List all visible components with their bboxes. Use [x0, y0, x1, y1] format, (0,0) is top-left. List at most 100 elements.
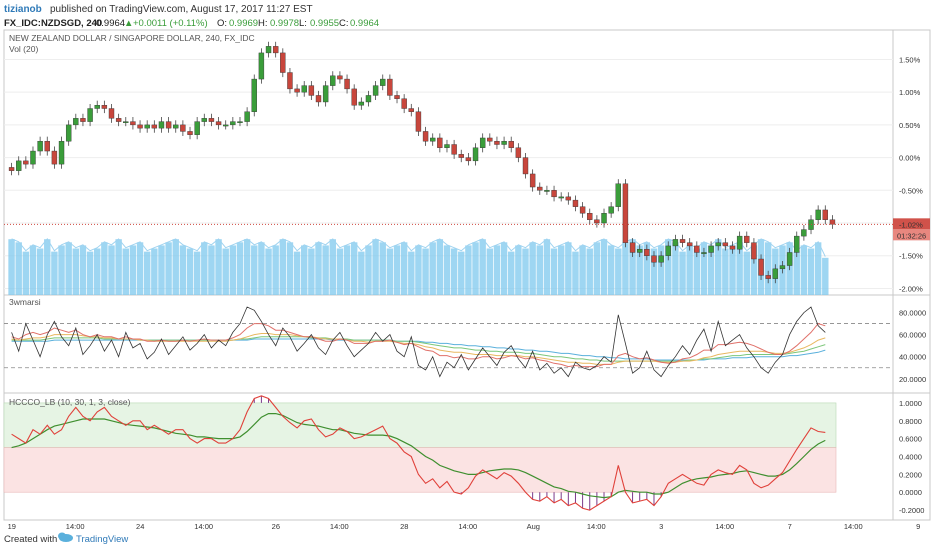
candle-body: [301, 85, 307, 93]
candle-body: [615, 183, 621, 207]
candle-body: [215, 121, 222, 126]
candle-body: [672, 239, 679, 247]
volume-bar: [615, 248, 622, 295]
rsi-pane[interactable]: 80.0000 60.0000 40.0000 20.0000: [4, 306, 926, 384]
close-label: C:: [339, 18, 349, 29]
candle-body: [23, 160, 29, 165]
price-pane[interactable]: 1.50%1.00%0.50%0.00%-0.50%-1.00%-1.50%-2…: [4, 41, 930, 295]
price-tick-label: 1.50%: [899, 55, 921, 64]
candle-body: [451, 144, 457, 155]
volume-bar: [800, 245, 808, 295]
volume-bar: [593, 242, 601, 295]
candle-body: [694, 245, 700, 253]
volume-bar: [479, 239, 486, 295]
volume-bar: [408, 251, 415, 295]
volume-bar: [279, 239, 287, 295]
candle-body: [415, 111, 422, 132]
hccco-tick-label: 0.6000: [899, 435, 922, 444]
volume-bar: [579, 245, 586, 295]
candle-body: [544, 190, 550, 192]
price-pane-title: NEW ZEALAND DOLLAR / SINGAPORE DOLLAR, 2…: [9, 33, 255, 43]
volume-bar: [258, 242, 265, 295]
candle-body: [779, 265, 786, 270]
last-price: 0.9964: [96, 18, 125, 29]
candle-body: [736, 235, 743, 250]
candle-body: [315, 95, 322, 103]
candle-body: [579, 206, 586, 214]
volume-bar: [693, 248, 701, 295]
volume-bar: [814, 242, 822, 295]
time-tick-label: 14:00: [587, 522, 606, 531]
candle-body: [551, 190, 557, 198]
candle-body: [394, 95, 400, 99]
volume-bar: [179, 245, 187, 295]
rsi-line: [11, 306, 826, 378]
candle-body: [322, 85, 329, 103]
volume-bar: [272, 245, 279, 295]
candle-body: [194, 121, 200, 135]
change-value: +0.0011 (+0.11%): [133, 18, 208, 29]
volume-bar: [215, 239, 222, 295]
volume-bar: [208, 245, 215, 295]
volume-bar: [458, 251, 465, 295]
time-tick-label: 14:00: [194, 522, 213, 531]
price-tick-label: -2.00%: [899, 284, 923, 293]
hccco-pane[interactable]: 1.0000 0.8000 0.6000 0.4000 0.2000 0.0000 -0.2…: [3, 395, 924, 515]
candle-body: [708, 245, 714, 253]
time-tick-label: 14:00: [844, 522, 863, 531]
low-label: L:: [299, 18, 307, 29]
time-tick-label: 14:00: [458, 522, 477, 531]
volume-bar: [472, 242, 479, 295]
volume-bar: [201, 242, 208, 295]
candle-body: [515, 147, 522, 158]
time-axis[interactable]: 19 14:00 24 14:00 26 14:00 28 14:00 Aug 14:00 3 14:…: [8, 522, 932, 531]
time-tick-label: 9: [916, 522, 920, 531]
footer-created-with: Created with: [4, 534, 57, 545]
volume-bar: [22, 251, 30, 295]
volume-bar: [29, 245, 37, 295]
candle-body: [80, 118, 86, 122]
candle-body: [244, 111, 250, 122]
volume-bar: [650, 248, 658, 295]
price-tick-label: 0.00%: [899, 154, 921, 163]
candle-body: [258, 52, 265, 80]
candle-body: [265, 46, 272, 54]
open-label: O:: [217, 18, 227, 29]
candle-body: [622, 183, 629, 243]
volume-bar: [15, 242, 22, 295]
volume-bar: [222, 248, 229, 295]
volume-bar: [94, 248, 101, 295]
header-published: published on TradingView.com, August 17,…: [50, 4, 313, 15]
volume-bar: [607, 245, 615, 295]
candle-body: [230, 121, 236, 126]
time-tick-label: 24: [136, 522, 144, 531]
footer-brand[interactable]: TradingView: [76, 534, 128, 545]
candle-body: [508, 141, 514, 148]
header-user[interactable]: tizianob: [4, 4, 42, 15]
tradingview-cloud-icon: [58, 532, 73, 542]
close-value: 0.9964: [350, 18, 379, 29]
candle-body: [558, 196, 564, 199]
volume-bar: [372, 239, 379, 295]
candle-body: [758, 258, 764, 276]
candle-body: [8, 167, 15, 171]
candle-body: [272, 46, 279, 54]
volume-bar: [629, 239, 636, 295]
rsi-tick-label: 20.0000: [899, 375, 926, 384]
candle-body: [751, 242, 757, 260]
chart-frame: [3, 29, 931, 521]
candle-body: [294, 88, 300, 93]
candle-body: [465, 157, 472, 162]
candle-body: [651, 255, 657, 263]
volume-bar: [707, 245, 715, 295]
volume-bar: [657, 245, 665, 295]
rsi-tick-label: 40.0000: [899, 353, 926, 362]
volume-bar: [243, 239, 251, 295]
candle-body: [537, 186, 543, 191]
hccco-tick-label: 0.4000: [899, 453, 922, 462]
price-badge-bg: [893, 218, 930, 230]
candle-body: [158, 121, 165, 129]
candle-body: [365, 95, 372, 103]
time-tick-label: 19: [8, 522, 16, 531]
volume-bar: [293, 251, 301, 295]
